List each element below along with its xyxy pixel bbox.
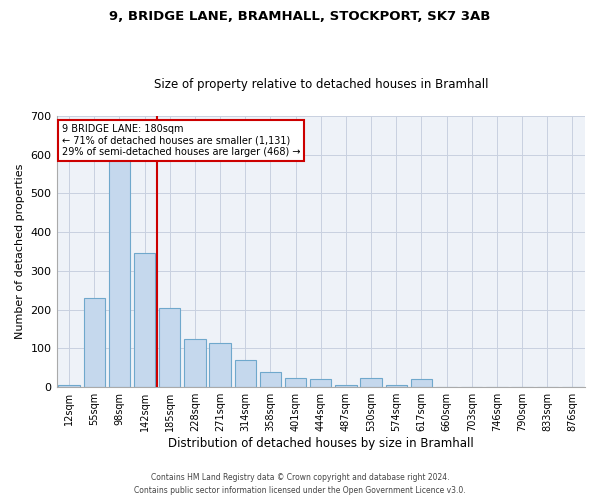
- Bar: [235, 360, 256, 387]
- Bar: [335, 386, 356, 387]
- Bar: [184, 338, 206, 387]
- Bar: [260, 372, 281, 387]
- Bar: [209, 342, 231, 387]
- Bar: [411, 380, 432, 387]
- Text: 9, BRIDGE LANE, BRAMHALL, STOCKPORT, SK7 3AB: 9, BRIDGE LANE, BRAMHALL, STOCKPORT, SK7…: [109, 10, 491, 23]
- Title: Size of property relative to detached houses in Bramhall: Size of property relative to detached ho…: [154, 78, 488, 91]
- Bar: [58, 386, 80, 387]
- Bar: [159, 308, 181, 387]
- Bar: [134, 254, 155, 387]
- Bar: [83, 298, 105, 387]
- Text: 9 BRIDGE LANE: 180sqm
← 71% of detached houses are smaller (1,131)
29% of semi-d: 9 BRIDGE LANE: 180sqm ← 71% of detached …: [62, 124, 301, 157]
- Bar: [109, 158, 130, 387]
- Bar: [310, 380, 331, 387]
- Bar: [386, 386, 407, 387]
- Bar: [361, 378, 382, 387]
- Y-axis label: Number of detached properties: Number of detached properties: [15, 164, 25, 339]
- X-axis label: Distribution of detached houses by size in Bramhall: Distribution of detached houses by size …: [168, 437, 473, 450]
- Text: Contains HM Land Registry data © Crown copyright and database right 2024.
Contai: Contains HM Land Registry data © Crown c…: [134, 474, 466, 495]
- Bar: [285, 378, 307, 387]
